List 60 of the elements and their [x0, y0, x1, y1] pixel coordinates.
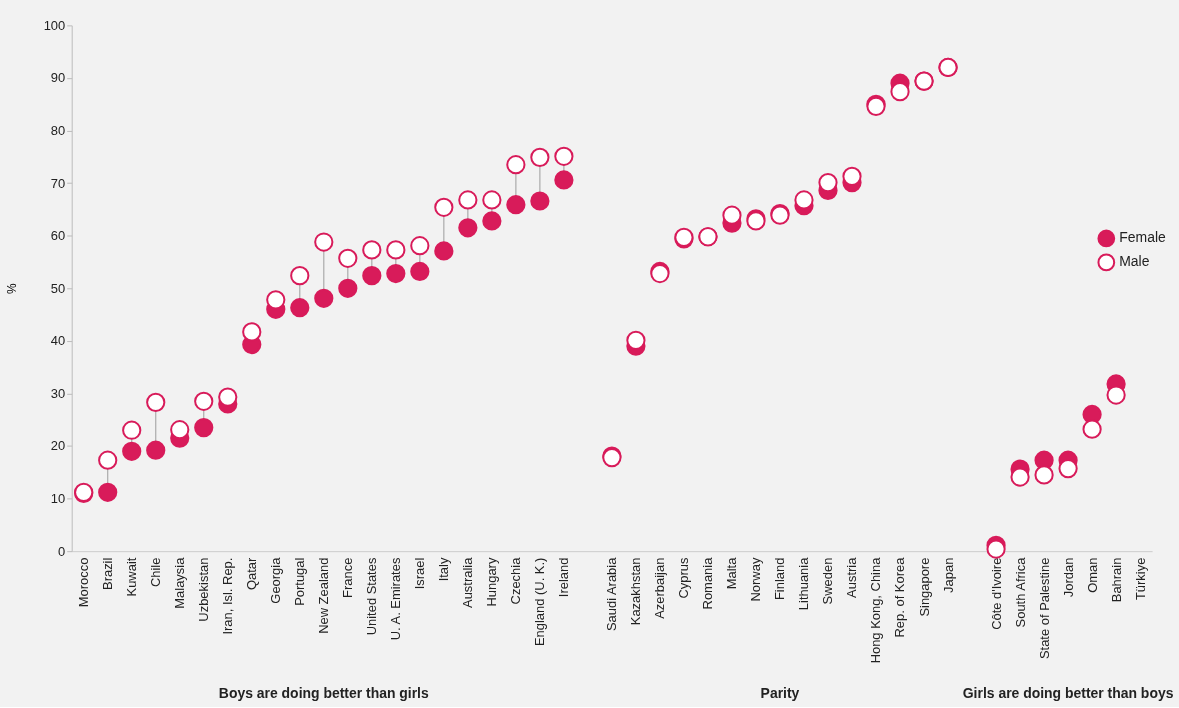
- x-tick-label: Jordan: [1060, 557, 1076, 598]
- x-tick-label: Rep. of Korea: [892, 556, 908, 638]
- y-tick-label: 10: [50, 491, 66, 507]
- x-tick-label: Chile: [148, 557, 164, 588]
- x-tick-label: Iran, Isl. Rep.: [220, 557, 236, 635]
- x-tick-label: Bahrain: [1108, 557, 1124, 603]
- x-tick-label: Sweden: [820, 557, 836, 605]
- y-tick-label: 90: [50, 70, 66, 86]
- x-tick-label: Czechia: [508, 556, 524, 605]
- y-tick-label: 0: [58, 543, 66, 559]
- text: Girls are doing better than boys: [962, 684, 1174, 701]
- x-tick-label: New Zealand: [316, 557, 332, 634]
- x-tick-label: State of Palestine: [1036, 557, 1052, 660]
- x-tick-label: Romania: [700, 556, 716, 610]
- legend-label: Male: [1119, 253, 1150, 270]
- x-tick-label: Cyprus: [676, 557, 692, 599]
- x-tick-label: South Africa: [1012, 556, 1028, 628]
- legend-label: Female: [1119, 229, 1166, 246]
- x-tick-label: Austria: [844, 556, 860, 598]
- y-tick-label: 40: [50, 333, 66, 349]
- x-tick-label: Qatar: [244, 556, 260, 590]
- x-tick-label: Ireland: [556, 557, 572, 598]
- x-tick-label: Uzbekistan: [196, 557, 212, 622]
- x-tick-label: Brazil: [100, 557, 116, 590]
- x-tick-label: Türkiye: [1132, 557, 1148, 601]
- y-axis-title: %: [4, 283, 19, 295]
- x-tick-label: U. A. Emirates: [388, 557, 404, 641]
- text: Parity: [760, 684, 800, 701]
- x-tick-label: Finland: [772, 557, 788, 601]
- x-tick-label: France: [340, 557, 356, 598]
- x-tick-label: Malaysia: [172, 556, 188, 609]
- x-tick-label: Côte d'Ivoire: [988, 557, 1004, 630]
- x-tick-label: Lithuania: [796, 556, 812, 611]
- x-tick-label: United States: [364, 557, 380, 636]
- x-tick-label: Israel: [412, 557, 428, 590]
- x-tick-label: Hungary: [484, 557, 500, 607]
- x-tick-label: Malta: [724, 556, 740, 590]
- x-tick-label: Hong Kong, China: [868, 556, 884, 664]
- x-tick-label: Azerbaijan: [652, 557, 668, 619]
- x-tick-label: Oman: [1084, 557, 1100, 593]
- x-tick-label: Australia: [460, 556, 476, 608]
- x-tick-label: England (U. K.): [532, 557, 548, 647]
- y-tick-label: 100: [43, 17, 66, 33]
- y-tick-label: 20: [50, 438, 66, 454]
- x-tick-label: Japan: [940, 557, 956, 593]
- y-tick-label: 70: [50, 175, 66, 191]
- x-tick-label: Singapore: [916, 557, 932, 617]
- y-tick-label: 60: [50, 228, 66, 244]
- x-tick-label: Morocco: [76, 557, 92, 608]
- x-tick-label: Saudi Arabia: [604, 556, 620, 632]
- x-tick-label: Portugal: [292, 557, 308, 606]
- x-tick-label: Italy: [436, 557, 452, 582]
- text: Boys are doing better than girls: [218, 684, 429, 701]
- x-tick-label: Norway: [748, 557, 764, 602]
- x-tick-label: Kuwait: [124, 557, 140, 597]
- y-tick-label: 50: [50, 280, 66, 296]
- x-tick-label: Georgia: [268, 556, 284, 604]
- y-tick-label: 80: [50, 123, 66, 139]
- y-tick-label: 30: [50, 385, 66, 401]
- x-tick-label: Kazakhstan: [628, 557, 644, 626]
